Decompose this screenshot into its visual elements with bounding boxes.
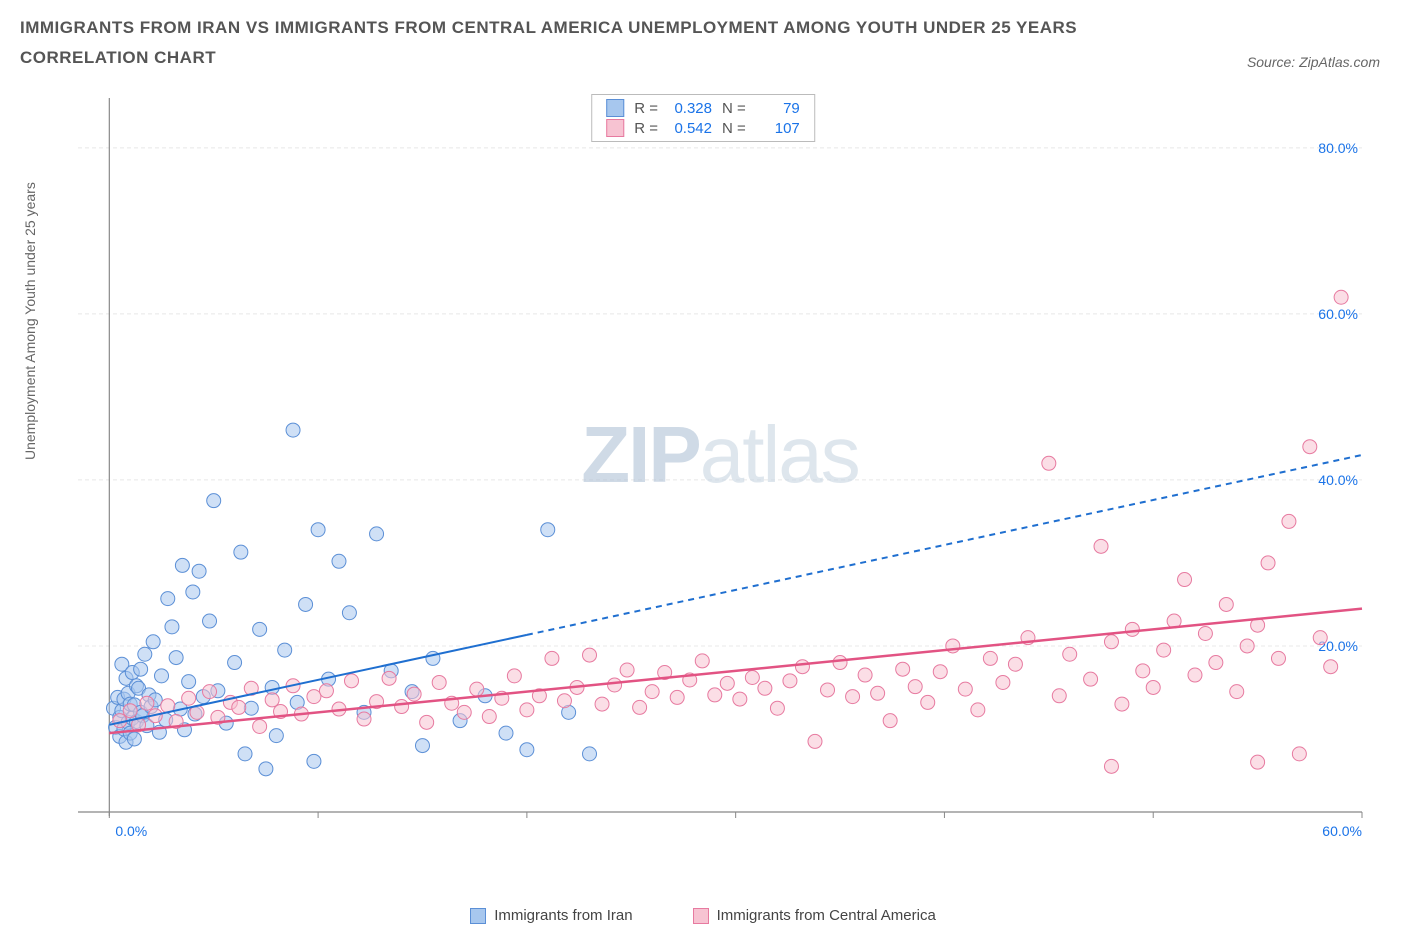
bottom-legend: Immigrants from Iran Immigrants from Cen… [0, 907, 1406, 924]
chart-title-line1: IMMIGRANTS FROM IRAN VS IMMIGRANTS FROM … [20, 18, 1386, 38]
y-axis-label: Unemployment Among Youth under 25 years [22, 182, 38, 460]
svg-text:0.0%: 0.0% [115, 823, 147, 839]
legend-label-b: Immigrants from Central America [717, 907, 936, 924]
scatter-plot-svg: 20.0%40.0%60.0%80.0%0.0%60.0% [60, 90, 1380, 850]
svg-text:60.0%: 60.0% [1318, 306, 1358, 322]
svg-text:40.0%: 40.0% [1318, 472, 1358, 488]
svg-text:80.0%: 80.0% [1318, 140, 1358, 156]
chart-title-line2: CORRELATION CHART [20, 48, 1386, 68]
source-attribution: Source: ZipAtlas.com [1247, 54, 1380, 70]
svg-text:60.0%: 60.0% [1322, 823, 1362, 839]
legend-label-a: Immigrants from Iran [494, 907, 632, 924]
legend-swatch-b [693, 908, 709, 924]
chart-area: ZIPatlas 20.0%40.0%60.0%80.0%0.0%60.0% [60, 90, 1380, 850]
legend-swatch-a [470, 908, 486, 924]
